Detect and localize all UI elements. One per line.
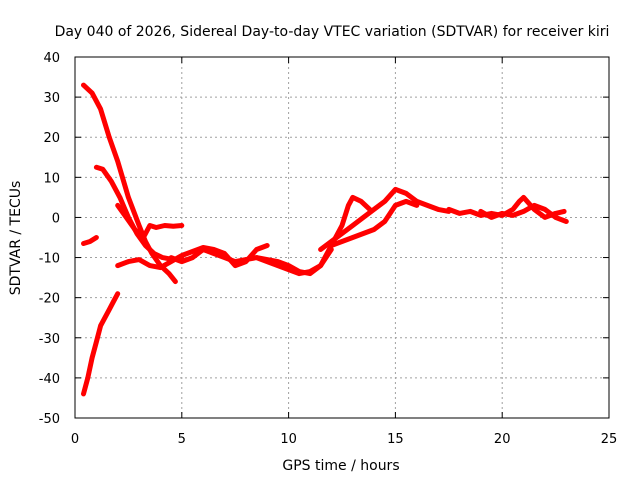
grid-lines	[75, 57, 609, 418]
y-tick-label: -20	[39, 292, 60, 307]
x-tick-label: 5	[178, 432, 186, 447]
y-tick-label: 10	[43, 171, 60, 186]
y-tick-label: 20	[43, 131, 60, 146]
y-tick-label: 30	[43, 91, 60, 106]
y-tick-label: -50	[39, 412, 60, 427]
y-tick-label: -40	[39, 372, 60, 387]
chart-title: Day 040 of 2026, Sidereal Day-to-day VTE…	[55, 24, 610, 40]
series-line-trace-12	[446, 194, 567, 220]
y-tick-label: -30	[39, 332, 60, 347]
y-axis-label: SDTVAR / TECUs	[8, 181, 24, 296]
plot-frame	[74, 56, 610, 419]
y-tick-label: 0	[52, 211, 60, 226]
x-tick-label: 25	[601, 432, 618, 447]
series-line-trace-3	[81, 235, 99, 246]
x-tick-label: 0	[71, 432, 79, 447]
series-line-trace-10	[318, 186, 452, 252]
series-line-trace-11	[328, 198, 420, 248]
series-line-trace-4	[93, 164, 185, 263]
series-line-trace-5	[115, 202, 185, 240]
x-tick-label: 10	[280, 432, 297, 447]
axis-ticks: 0 5 10 15 20 25 -50 -40 -30 -20 -10 0 10 20 30 40	[39, 51, 618, 447]
x-tick-label: 20	[494, 432, 511, 447]
series-line-trace-1	[81, 82, 178, 285]
series-line-trace-13	[478, 202, 569, 224]
y-tick-label: -10	[39, 252, 60, 267]
series-line-trace-6	[115, 243, 270, 271]
y-tick-label: 40	[43, 51, 60, 66]
series-group	[81, 82, 569, 397]
series-line-trace-2	[81, 291, 121, 397]
x-axis-label: GPS time / hours	[282, 458, 399, 474]
x-tick-label: 15	[387, 432, 404, 447]
